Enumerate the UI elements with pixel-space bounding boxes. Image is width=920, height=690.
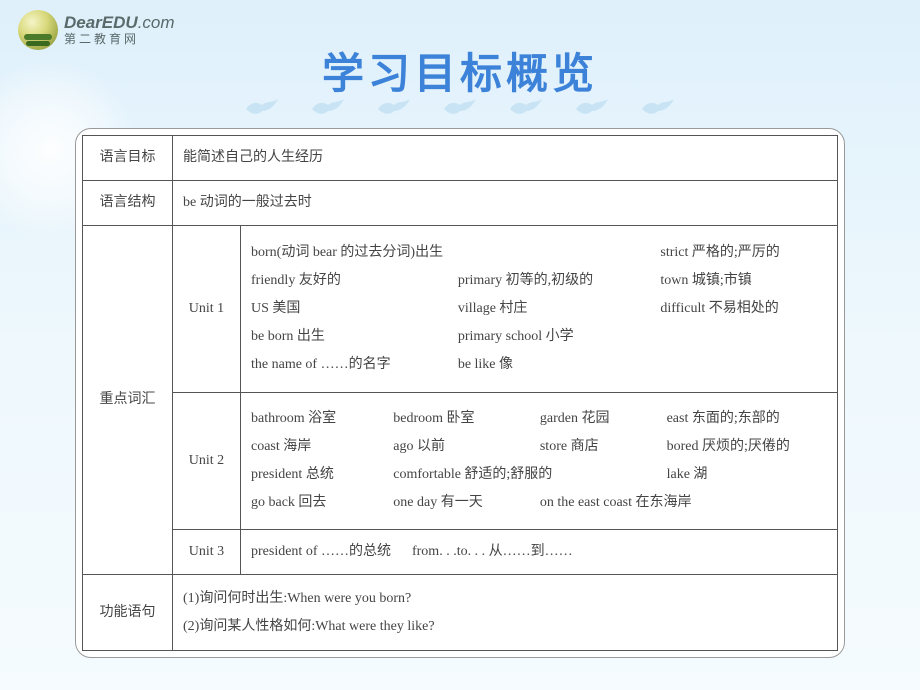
functional-sentences: (1)询问何时出生:When were you born? (2)询问某人性格如… <box>173 575 838 651</box>
vocab-item: on the east coast 在东海岸 <box>540 489 827 517</box>
vocab-item: president of ……的总统 <box>251 544 391 559</box>
vocab-item: US 美国 <box>251 295 438 323</box>
dove-icon <box>376 95 412 119</box>
vocab-item: the name of ……的名字 <box>251 351 438 379</box>
logo-url: DearEDU.com <box>64 14 175 33</box>
vocab-item: be like 像 <box>458 351 827 379</box>
logo-url-dotcom: .com <box>138 13 175 32</box>
vocab-item: friendly 友好的 <box>251 267 438 295</box>
func-line-2: (2)询问某人性格如何:What were they like? <box>183 613 827 641</box>
table-row: 功能语句 (1)询问何时出生:When were you born? (2)询问… <box>83 575 838 651</box>
vocab-item: strict 严格的;严厉的 <box>660 239 827 267</box>
dove-icon <box>244 95 280 119</box>
dove-decoration <box>244 95 676 119</box>
dove-icon <box>640 95 676 119</box>
objectives-table: 语言目标 能简述自己的人生经历 语言结构 be 动词的一般过去时 重点词汇 Un… <box>82 135 838 651</box>
row-content: be 动词的一般过去时 <box>173 180 838 225</box>
dove-icon <box>310 95 346 119</box>
table-row: 语言目标 能简述自己的人生经历 <box>83 136 838 181</box>
row-label: 语言目标 <box>83 136 173 181</box>
unit-label: Unit 3 <box>173 530 241 575</box>
vocab-item: bathroom 浴室 <box>251 405 373 433</box>
table-row: Unit 3 president of ……的总统 from. . .to. .… <box>83 530 838 575</box>
page-title: 学习目标概览 <box>0 40 920 101</box>
row-label: 功能语句 <box>83 575 173 651</box>
unit1-vocab: born(动词 bear 的过去分词)出生 strict 严格的;严厉的 fri… <box>241 225 838 393</box>
vocab-item: one day 有一天 <box>393 489 520 517</box>
vocab-item: be born 出生 <box>251 323 438 351</box>
vocab-item: lake 湖 <box>667 461 827 489</box>
vocab-item: east 东面的;东部的 <box>667 405 827 433</box>
table-row: 语言结构 be 动词的一般过去时 <box>83 180 838 225</box>
dove-icon <box>574 95 610 119</box>
table-row: Unit 2 bathroom 浴室 bedroom 卧室 garden 花园 … <box>83 393 838 530</box>
row-content: 能简述自己的人生经历 <box>173 136 838 181</box>
vocab-item: go back 回去 <box>251 489 373 517</box>
dove-icon <box>508 95 544 119</box>
vocab-item: difficult 不易相处的 <box>660 295 827 323</box>
func-line-1: (1)询问何时出生:When were you born? <box>183 585 827 613</box>
unit2-vocab: bathroom 浴室 bedroom 卧室 garden 花园 east 东面… <box>241 393 838 530</box>
vocab-item: store 商店 <box>540 433 647 461</box>
unit3-vocab: president of ……的总统 from. . .to. . . 从……到… <box>241 530 838 575</box>
vocab-item: comfortable 舒适的;舒服的 <box>393 461 646 489</box>
vocab-item: ago 以前 <box>393 433 520 461</box>
vocab-item: garden 花园 <box>540 405 647 433</box>
vocab-item: coast 海岸 <box>251 433 373 461</box>
vocab-item: primary 初等的,初级的 <box>458 267 641 295</box>
unit-label: Unit 2 <box>173 393 241 530</box>
vocab-item: from. . .to. . . 从……到…… <box>412 544 573 559</box>
vocab-item: bedroom 卧室 <box>393 405 520 433</box>
vocab-item: born(动词 bear 的过去分词)出生 <box>251 239 640 267</box>
unit-label: Unit 1 <box>173 225 241 393</box>
row-label: 重点词汇 <box>83 225 173 575</box>
vocab-item: primary school 小学 <box>458 323 827 351</box>
row-label: 语言结构 <box>83 180 173 225</box>
vocab-item: bored 厌烦的;厌倦的 <box>667 433 827 461</box>
logo-url-main: DearEDU <box>64 13 138 32</box>
table-row: 重点词汇 Unit 1 born(动词 bear 的过去分词)出生 strict… <box>83 225 838 393</box>
vocab-item: town 城镇;市镇 <box>660 267 827 295</box>
dove-icon <box>442 95 478 119</box>
vocab-item: village 村庄 <box>458 295 641 323</box>
vocab-item: president 总统 <box>251 461 373 489</box>
content-frame: 语言目标 能简述自己的人生经历 语言结构 be 动词的一般过去时 重点词汇 Un… <box>75 128 845 658</box>
